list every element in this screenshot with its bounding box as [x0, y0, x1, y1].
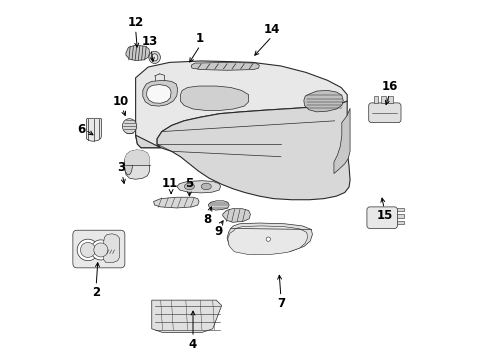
- Polygon shape: [87, 118, 101, 141]
- Text: 5: 5: [185, 177, 194, 190]
- Circle shape: [266, 237, 270, 241]
- Polygon shape: [125, 150, 149, 179]
- Text: 6: 6: [78, 123, 86, 136]
- FancyBboxPatch shape: [367, 207, 397, 228]
- Text: 4: 4: [189, 338, 197, 351]
- FancyBboxPatch shape: [368, 103, 401, 123]
- Text: 15: 15: [377, 210, 393, 222]
- Polygon shape: [180, 86, 248, 111]
- Ellipse shape: [124, 155, 132, 175]
- Text: 10: 10: [113, 95, 129, 108]
- Circle shape: [91, 240, 111, 260]
- Polygon shape: [152, 300, 221, 332]
- Polygon shape: [143, 80, 177, 106]
- Text: 12: 12: [127, 16, 144, 29]
- Circle shape: [94, 243, 108, 257]
- Polygon shape: [136, 61, 347, 148]
- Polygon shape: [208, 201, 229, 210]
- Bar: [374, 96, 378, 103]
- Ellipse shape: [122, 119, 137, 134]
- Polygon shape: [153, 197, 199, 208]
- Ellipse shape: [184, 183, 195, 190]
- Polygon shape: [147, 85, 171, 103]
- Text: 2: 2: [92, 287, 100, 300]
- Bar: [381, 96, 386, 103]
- Bar: [397, 221, 404, 224]
- Polygon shape: [334, 108, 350, 174]
- Polygon shape: [228, 226, 308, 255]
- Text: 1: 1: [196, 32, 204, 45]
- Text: 7: 7: [277, 297, 285, 310]
- Polygon shape: [104, 234, 120, 262]
- Polygon shape: [126, 45, 149, 60]
- Text: 14: 14: [264, 23, 280, 36]
- Polygon shape: [223, 209, 250, 222]
- Circle shape: [77, 239, 98, 261]
- Circle shape: [80, 242, 96, 257]
- Text: 3: 3: [117, 161, 125, 174]
- Polygon shape: [191, 62, 259, 70]
- Bar: [397, 208, 404, 211]
- Text: 9: 9: [214, 225, 222, 238]
- Ellipse shape: [149, 51, 160, 63]
- Polygon shape: [304, 90, 343, 112]
- Ellipse shape: [151, 54, 158, 61]
- Text: 8: 8: [203, 213, 212, 226]
- Polygon shape: [136, 101, 350, 200]
- Polygon shape: [125, 150, 149, 165]
- Bar: [397, 214, 404, 218]
- Bar: [389, 96, 393, 103]
- Text: 11: 11: [162, 177, 178, 190]
- Text: 16: 16: [382, 80, 398, 93]
- FancyBboxPatch shape: [73, 230, 125, 268]
- Text: 13: 13: [142, 35, 158, 49]
- Ellipse shape: [201, 183, 211, 190]
- Polygon shape: [177, 181, 220, 193]
- Polygon shape: [227, 223, 313, 254]
